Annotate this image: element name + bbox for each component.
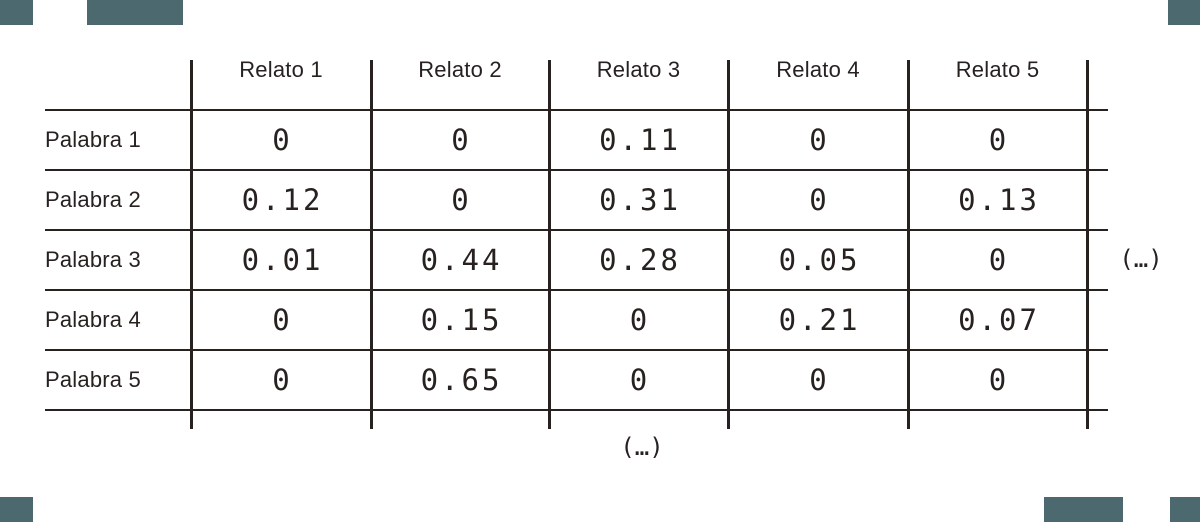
table-bottom-rule [45,408,1108,411]
cell-value: 0.21 [778,303,861,337]
row-label-palabra-2: Palabra 2 [45,187,141,212]
table-column-rule [548,60,551,429]
cell-value: 0.44 [420,243,503,277]
table-row-rule [45,228,1108,231]
table-row-rule [45,168,1108,171]
cell-value: 0 [988,123,1010,157]
cell-value: 0.65 [420,363,503,397]
row-label-palabra-4: Palabra 4 [45,307,141,332]
cell-value: 0.28 [599,243,681,277]
table-column-rule [190,60,193,429]
cell-value: 0.31 [599,183,681,217]
cell-value: 0 [809,123,830,157]
decor-block-top-middle [87,0,183,25]
decor-block-top-left [0,0,33,25]
cell-value: 0 [272,363,293,397]
decor-block-top-right [1168,0,1200,25]
table-column-rule [1086,60,1089,429]
cell-value: 0.01 [241,243,324,277]
cell-value: 0 [809,363,830,397]
cell-value: 0.07 [958,303,1040,337]
cell-value: 0 [451,123,472,157]
column-header-relato-4: Relato 4 [776,57,860,82]
row-label-palabra-1: Palabra 1 [45,127,141,152]
row-label-palabra-5: Palabra 5 [45,367,141,392]
column-header-relato-2: Relato 2 [418,57,502,82]
decor-block-bottom-right-b [1170,497,1200,522]
continuation-ellipsis-bottom: (…) [620,433,664,461]
cell-value: 0.13 [958,183,1040,217]
cell-value: 0 [988,243,1010,277]
cell-value: 0 [272,303,293,337]
table-column-rule [907,60,910,429]
table-column-rule [370,60,373,429]
table-column-rule [727,60,730,429]
cell-value: 0 [809,183,830,217]
continuation-ellipsis-right: (…) [1119,245,1163,273]
cell-value: 0.12 [241,183,324,217]
cell-value: 0 [988,363,1010,397]
cell-value: 0.05 [778,243,861,277]
column-header-relato-5: Relato 5 [955,57,1040,82]
table-row-rule [45,348,1108,351]
table-row-rule [45,288,1108,291]
cell-value: 0 [629,363,651,397]
cell-value: 0.15 [420,303,503,337]
cell-value: 0 [629,303,651,337]
cell-value: 0 [272,123,293,157]
decor-block-bottom-left [0,497,33,522]
decor-block-bottom-right-a [1044,497,1123,522]
table-header-rule [45,108,1108,111]
row-label-palabra-3: Palabra 3 [45,247,141,272]
cell-value: 0 [451,183,472,217]
cell-value: 0.11 [599,123,681,157]
column-header-relato-1: Relato 1 [239,57,323,82]
column-header-relato-3: Relato 3 [596,57,681,82]
